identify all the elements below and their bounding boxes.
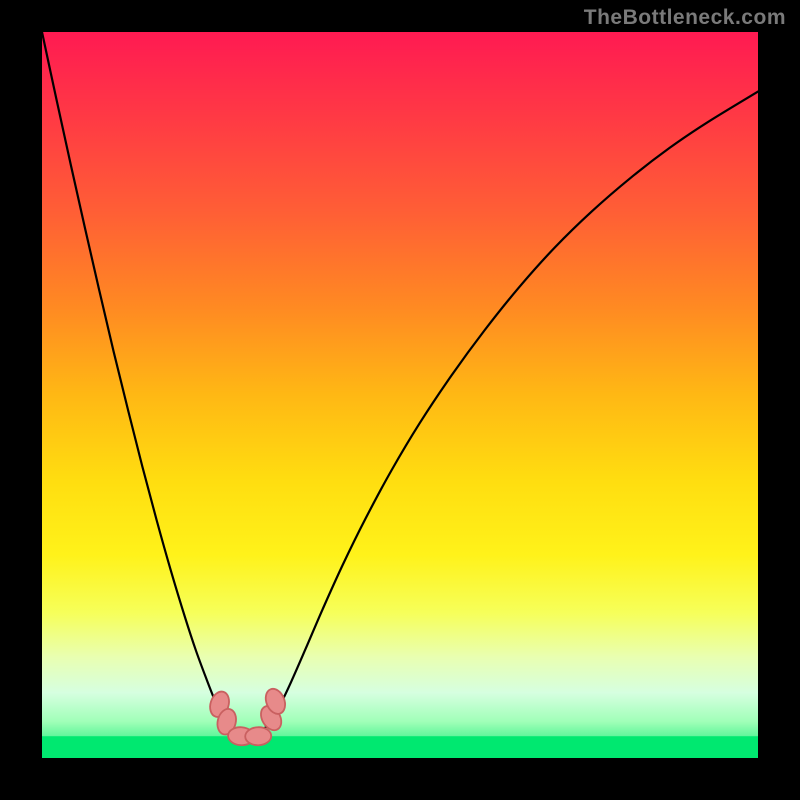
chart-container: TheBottleneck.com xyxy=(0,0,800,800)
gradient-background xyxy=(42,32,758,758)
bottom-strip xyxy=(42,736,758,758)
chart-svg xyxy=(0,0,800,800)
curve-marker xyxy=(245,727,272,746)
